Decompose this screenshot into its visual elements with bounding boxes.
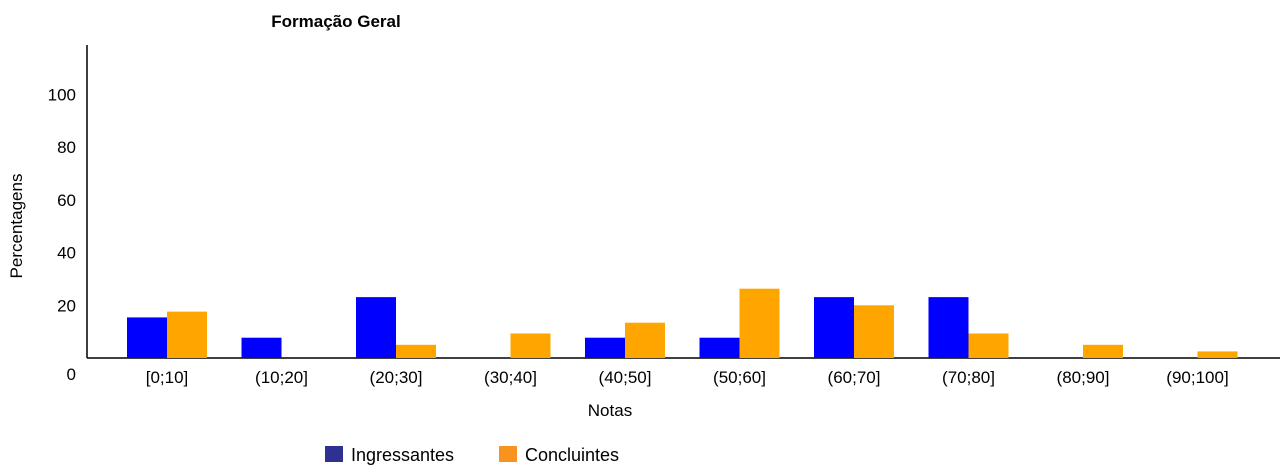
y-axis-label: Percentagens: [7, 174, 26, 279]
bars-group: [127, 288, 1238, 358]
bar-ingressantes-1: [241, 337, 282, 358]
bar-ingressantes-0: [127, 317, 167, 358]
x-axis-label: Notas: [588, 401, 632, 420]
x-tick-label: (30;40]: [484, 368, 537, 387]
x-tick-label: (80;90]: [1057, 368, 1110, 387]
legend-label-ingressantes: Ingressantes: [351, 445, 454, 465]
bar-ingressantes-5: [699, 337, 740, 358]
y-tick-label: 20: [57, 296, 76, 315]
bar-concluintes-9: [1197, 351, 1238, 358]
bar-ingressantes-2: [356, 297, 396, 358]
y-tick-labels: 0 20 40 60 80 100: [48, 86, 76, 385]
bar-concluintes-7: [968, 333, 1009, 358]
y-tick-label: 60: [57, 191, 76, 210]
x-tick-label: (60;70]: [828, 368, 881, 387]
bar-concluintes-4: [625, 322, 665, 358]
bar-ingressantes-7: [928, 297, 969, 358]
x-tick-label: [0;10]: [146, 368, 189, 387]
bar-concluintes-2: [396, 344, 436, 358]
x-tick-labels: [0;10] (10;20] (20;30] (30;40] (40;50] (50;60…: [146, 368, 1229, 387]
bar-concluintes-0: [167, 311, 207, 358]
bar-concluintes-5: [739, 288, 780, 358]
legend-swatch-concluintes: [499, 446, 517, 462]
x-tick-label: (20;30]: [370, 368, 423, 387]
legend-swatch-ingressantes: [325, 446, 343, 462]
chart-title: Formação Geral: [271, 12, 400, 31]
y-tick-label: 100: [48, 86, 76, 105]
x-tick-label: (70;80]: [942, 368, 995, 387]
x-tick-label: (10;20]: [255, 368, 308, 387]
bar-ingressantes-4: [585, 337, 625, 358]
x-tick-label: (90;100]: [1166, 368, 1228, 387]
y-tick-label: 0: [67, 365, 76, 384]
bar-concluintes-6: [854, 305, 894, 358]
bar-concluintes-3: [510, 333, 551, 358]
legend-label-concluintes: Concluintes: [525, 445, 619, 465]
x-tick-label: (40;50]: [599, 368, 652, 387]
bar-ingressantes-6: [814, 297, 854, 358]
x-tick-label: (50;60]: [713, 368, 766, 387]
y-tick-label: 80: [57, 138, 76, 157]
legend: Ingressantes Concluintes: [325, 445, 619, 465]
y-tick-label: 40: [57, 244, 76, 263]
bar-concluintes-8: [1083, 344, 1123, 358]
